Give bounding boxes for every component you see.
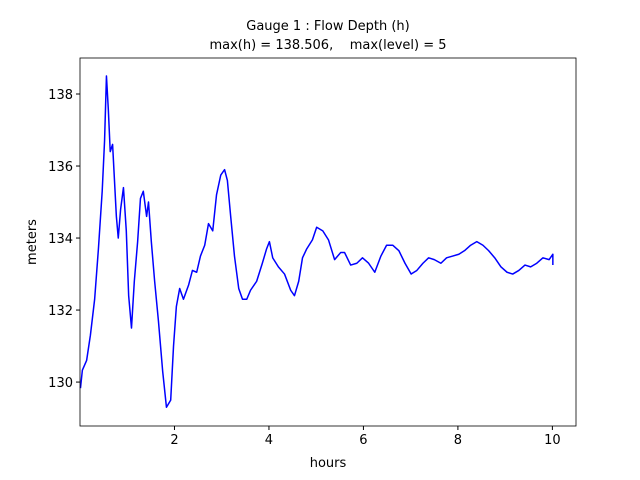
x-tick-label: 6 (359, 433, 367, 448)
plot-frame (79, 57, 577, 427)
y-tick-label: 130 (48, 376, 73, 391)
x-tick-label: 10 (544, 433, 561, 448)
y-tick-label: 134 (48, 232, 73, 247)
chart-title: Gauge 1 : Flow Depth (h) (246, 19, 410, 34)
x-tick-label: 4 (265, 433, 273, 448)
y-tick-label: 132 (48, 304, 73, 319)
y-tick-label: 136 (48, 160, 73, 175)
y-tick-label: 138 (48, 88, 73, 103)
x-tick-label: 2 (170, 433, 178, 448)
x-axis-label: hours (310, 456, 347, 471)
chart-subtitle: max(h) = 138.506, max(level) = 5 (209, 38, 446, 53)
y-axis-label: meters (25, 219, 40, 265)
x-tick-label: 8 (454, 433, 462, 448)
data-line (79, 75, 554, 409)
